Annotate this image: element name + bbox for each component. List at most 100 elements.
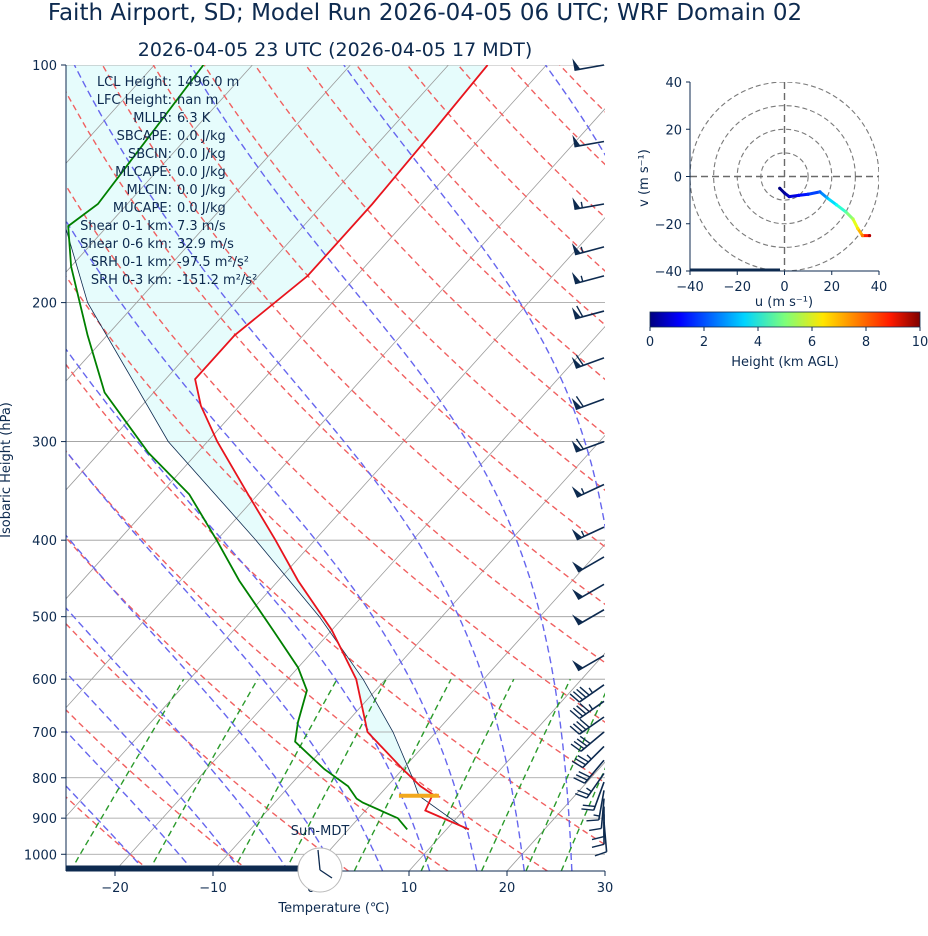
dry-adiabat-line [559,65,605,113]
barb-full-flag [574,757,586,766]
stat-label: LCL Height: [97,75,172,90]
height-colorbar: Height (km AGL) 0 2 4 6 8 10 [646,311,928,370]
hodograph-point [844,210,848,214]
x-tick-label: 30 [597,881,614,896]
barb-full-flag [589,827,602,832]
y-tick-label: 800 [32,772,57,787]
mixing-ratio-line [232,678,338,871]
wind-barb [569,716,605,735]
x-tick-label: −20 [101,881,128,896]
moist-adiabat-line [66,219,478,871]
barb-pennant [572,614,584,625]
barb-shaft [600,798,605,829]
stat-value: nan m [177,93,218,108]
wind-barb [571,354,605,369]
barb-pennant [572,561,584,572]
barb-half-flag [580,246,584,253]
wind-barb [572,609,605,626]
barb-full-flag [574,792,588,799]
stat-value: 0.0 J/kg [177,201,226,216]
hodograph-trace-segment [834,203,848,214]
barb-shaft [592,781,605,811]
dry-adiabat-line [66,796,151,871]
wind-barb [574,773,605,799]
wind-barb [571,305,605,320]
clock-hour-hand [319,869,333,879]
colorbar-gradient [649,311,921,328]
stat-label: Shear 0-6 km: [80,237,172,252]
y-axis-label: Isobaric Height (hPa) [0,402,14,538]
local-time-clock: Sun-MDT [291,824,349,893]
wind-barb [570,731,605,752]
isotherm-line [408,652,605,871]
skewt-background-lines [66,65,928,871]
wind-barb [569,684,605,703]
colorbar-tick-label: 6 [808,335,816,350]
hodograph-y-tick-label: 40 [665,76,682,91]
colorbar-tick-label: 4 [754,335,762,350]
stat-label: MLCAPE: [115,165,172,180]
hodograph-y-tick-label: −20 [655,218,682,233]
barb-full-flag [573,777,586,784]
colorbar-tick-label: 8 [862,335,870,350]
mixing-ratio-line [353,678,452,871]
wind-barb [573,759,605,784]
barb-pennant [571,272,581,284]
dry-adiabat-line [457,65,605,219]
barb-full-flag [569,725,580,735]
hodograph-point [782,191,787,195]
barb-full-flag [586,819,599,822]
mixing-ratio-line [148,678,259,871]
moist-adiabat-line [544,65,605,156]
hodograph-x-tick-label: 40 [871,280,888,295]
wind-barb [572,654,605,672]
barb-shaft [582,745,605,769]
barb-pennant [571,356,582,369]
barb-half-flag [588,704,594,710]
stat-label: SBCAPE: [117,129,172,144]
barb-pennant [572,588,584,600]
mixing-ratio-line [420,678,515,871]
colorbar-tick-label: 2 [700,335,708,350]
barb-shaft [598,790,605,821]
isotherm-line [66,65,547,600]
wind-barb [589,798,605,832]
barb-full-flag [577,789,590,796]
isotherm-line [703,65,928,871]
isotherm-line [114,325,605,871]
wind-barb [569,700,605,720]
skewt-axes: −20−100102030100200300400500600700800900… [24,59,613,896]
dry-adiabat-line [203,65,605,492]
y-tick-label: 600 [32,673,57,688]
stat-label: MLLR: [133,111,172,126]
barb-full-flag [575,395,584,407]
hodograph-x-label: u (m s⁻¹) [755,295,813,310]
x-tick-label: 20 [499,881,516,896]
barb-half-flag [586,787,592,793]
hodograph-point [867,233,872,238]
barb-pennant [571,486,583,498]
isotherm-line [310,543,605,871]
barb-full-flag [576,738,588,747]
stat-value: -151.2 m²/s² [177,273,257,288]
dry-adiabat-line [66,363,605,846]
barb-full-flag [579,702,590,713]
isotherm-line [66,65,351,382]
barb-full-flag [579,686,590,696]
colorbar-tick-label: 10 [912,335,928,350]
cape-shading [66,65,488,796]
clock-minute-hand [317,849,321,871]
sounding-stats-panel: LCL Height: 1496.0 m LFC Height: nan m MLLR:… [80,75,257,288]
barb-pennant [572,197,581,210]
stat-value: 1496.0 m [177,75,239,90]
wind-barb [572,197,605,210]
moist-adiabat-line [66,449,384,871]
mixing-ratio-line [480,678,571,871]
barb-pennant [572,58,581,71]
figure-title: Faith Airport, SD; Model Run 2026-04-05 … [48,0,802,26]
barb-full-flag [571,760,584,769]
barb-full-flag [591,843,605,849]
barb-shaft [584,759,605,784]
barb-full-flag [572,691,584,701]
barb-full-flag [570,743,582,752]
